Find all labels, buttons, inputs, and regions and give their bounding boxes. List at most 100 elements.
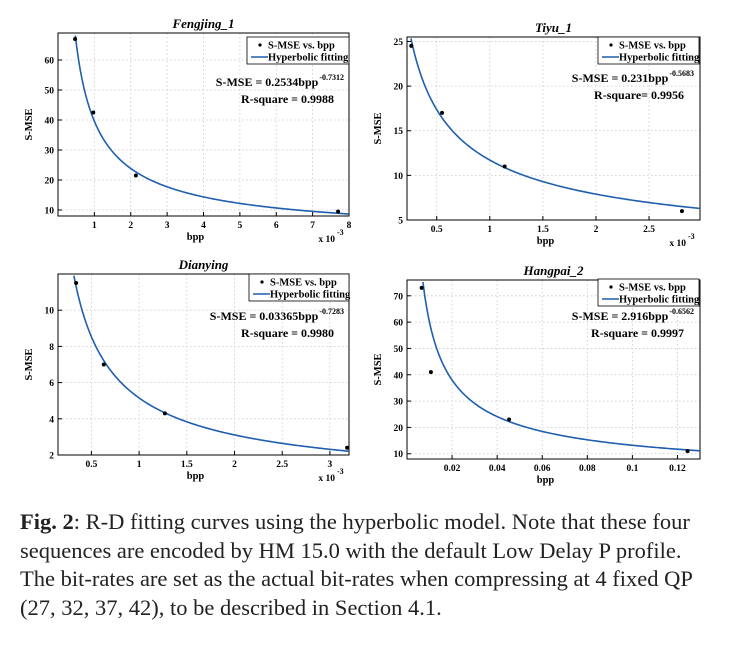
plot-frame bbox=[406, 36, 701, 221]
y-tick-label: 10 bbox=[394, 172, 404, 182]
x-tick-label: 1 bbox=[137, 460, 142, 470]
fit-equation: S-MSE = 0.03365bpp-0.7283 bbox=[210, 307, 344, 323]
data-point bbox=[162, 411, 167, 416]
r-square: R-square = 0.9980 bbox=[241, 326, 334, 340]
y-axis-label: S-MSE bbox=[373, 353, 384, 385]
chart-panel-3: 0.5 1 1.5 2 2.5 3 2 4 6 8 10 Dianying bpp S-MSE x 10-3… bbox=[24, 257, 351, 484]
x-tick-label: 2 bbox=[128, 221, 133, 231]
x-tick-label: 0.06 bbox=[534, 464, 551, 474]
y-axis-label: S-MSE bbox=[24, 108, 35, 140]
y-tick-label: 60 bbox=[45, 57, 55, 67]
x-multiplier: x 10 bbox=[318, 235, 335, 245]
legend-marker bbox=[258, 43, 262, 47]
y-axis-label: S-MSE bbox=[373, 112, 384, 144]
chart-panel-1: 1 2 3 4 5 6 7 8 10 20 30 40 50 60 Fengjing_1bpp S-MSE x … bbox=[24, 16, 352, 245]
x-tick-label: 0.08 bbox=[579, 464, 596, 474]
r-square: R-square = 0.9988 bbox=[241, 92, 334, 106]
y-tick-label: 10 bbox=[45, 307, 55, 317]
x-axis-label: bpp bbox=[187, 471, 205, 482]
x-multiplier: x 10 bbox=[318, 474, 335, 484]
x-multiplier-exponent: -3 bbox=[337, 228, 344, 237]
data-point bbox=[679, 209, 684, 214]
x-tick-label: 1 bbox=[92, 221, 97, 231]
x-multiplier-exponent: -3 bbox=[688, 232, 695, 241]
x-tick-label: 1.5 bbox=[181, 460, 193, 470]
legend-label: S-MSE vs. bpp bbox=[619, 41, 686, 52]
data-point bbox=[91, 110, 96, 115]
fit-equation: S-MSE = 0.231bpp-0.5683 bbox=[572, 69, 694, 85]
figure-caption: Fig. 2: R-D fitting curves using the hyp… bbox=[20, 508, 720, 622]
data-point bbox=[101, 362, 106, 367]
x-tick-label: 0.5 bbox=[85, 460, 97, 470]
data-point bbox=[73, 37, 78, 41]
data-point bbox=[336, 209, 341, 214]
plot-frame bbox=[57, 273, 350, 456]
chart-title: Dianying bbox=[178, 257, 229, 272]
x-tick-label: 0.02 bbox=[444, 464, 461, 474]
data-point bbox=[685, 449, 690, 454]
y-tick-label: 4 bbox=[49, 415, 54, 425]
x-tick-label: 2.5 bbox=[276, 460, 288, 470]
data-point bbox=[345, 445, 350, 450]
y-tick-label: 50 bbox=[394, 345, 404, 355]
legend-label: Hyperbolic fitting bbox=[268, 53, 349, 64]
y-tick-label: 20 bbox=[394, 424, 404, 434]
y-tick-label: 50 bbox=[45, 87, 55, 97]
figure-panels: 1 2 3 4 5 6 7 8 10 20 30 40 50 60 Fengjing_1bpp S-MSE x … bbox=[24, 16, 701, 486]
y-tick-label: 20 bbox=[45, 177, 55, 187]
legend-label: S-MSE vs. bpp bbox=[270, 278, 337, 289]
data-point bbox=[507, 417, 512, 422]
chart-panel-2: 0.5 1 1.5 2 2.5 5 10 15 20 25 Tiyu_1bpp S-MSE x 10-3… bbox=[373, 20, 701, 249]
data-point bbox=[74, 281, 79, 286]
y-tick-label: 70 bbox=[394, 292, 404, 302]
x-tick-label: 3 bbox=[328, 460, 333, 470]
y-tick-label: 8 bbox=[49, 343, 54, 353]
fit-curve bbox=[73, 275, 350, 453]
x-tick-label: 2 bbox=[232, 460, 237, 470]
plot-frame bbox=[406, 279, 701, 460]
x-multiplier: x 10 bbox=[669, 239, 686, 249]
fit-curve bbox=[422, 281, 701, 452]
y-tick-label: 30 bbox=[394, 398, 404, 408]
y-tick-label: 2 bbox=[49, 452, 54, 462]
caption-text: : R-D fitting curves using the hyperboli… bbox=[20, 509, 693, 620]
fit-curve bbox=[410, 38, 701, 210]
legend-label: S-MSE vs. bpp bbox=[268, 41, 335, 52]
data-point bbox=[428, 370, 433, 375]
data-point bbox=[133, 173, 138, 178]
fit-equation: S-MSE = 0.2534bpp-0.7312 bbox=[216, 73, 344, 89]
y-tick-label: 25 bbox=[394, 38, 404, 48]
y-tick-label: 40 bbox=[45, 117, 55, 127]
x-axis-label: bpp bbox=[537, 236, 555, 247]
y-tick-label: 6 bbox=[49, 379, 54, 389]
legend-label: Hyperbolic fitting bbox=[619, 295, 700, 306]
y-tick-label: 10 bbox=[45, 207, 55, 217]
x-tick-label: 2.5 bbox=[643, 225, 655, 235]
x-tick-label: 0.5 bbox=[431, 225, 443, 235]
data-point bbox=[440, 110, 445, 115]
data-point bbox=[419, 285, 424, 290]
legend-marker bbox=[609, 285, 613, 289]
y-tick-label: 30 bbox=[45, 147, 55, 157]
x-axis-label: bpp bbox=[537, 475, 555, 486]
x-axis-label: bpp bbox=[187, 232, 205, 243]
legend-box bbox=[597, 36, 700, 65]
caption-label: Fig. 2 bbox=[20, 509, 74, 534]
y-tick-label: 20 bbox=[394, 83, 404, 93]
x-tick-label: 8 bbox=[347, 221, 352, 231]
r-square: R-square= 0.9956 bbox=[594, 88, 684, 102]
legend-label: S-MSE vs. bpp bbox=[619, 283, 686, 294]
y-tick-label: 5 bbox=[398, 217, 403, 227]
fit-equation: S-MSE = 2.916bpp-0.6562 bbox=[572, 307, 694, 323]
chart-title: Fengjing_1 bbox=[171, 16, 234, 31]
legend-label: Hyperbolic fitting bbox=[270, 290, 351, 301]
chart-title: Tiyu_1 bbox=[535, 20, 572, 35]
data-point bbox=[502, 164, 507, 169]
legend-marker bbox=[260, 280, 264, 284]
x-tick-label: 7 bbox=[310, 221, 315, 231]
chart-panel-4: 0.02 0.04 0.06 0.08 0.1 0.12 10 20 30 40 50 60 70 Han… bbox=[373, 263, 701, 486]
data-point bbox=[409, 43, 414, 48]
y-tick-label: 15 bbox=[394, 127, 404, 137]
y-axis-label: S-MSE bbox=[24, 348, 35, 380]
legend-box bbox=[246, 36, 350, 65]
